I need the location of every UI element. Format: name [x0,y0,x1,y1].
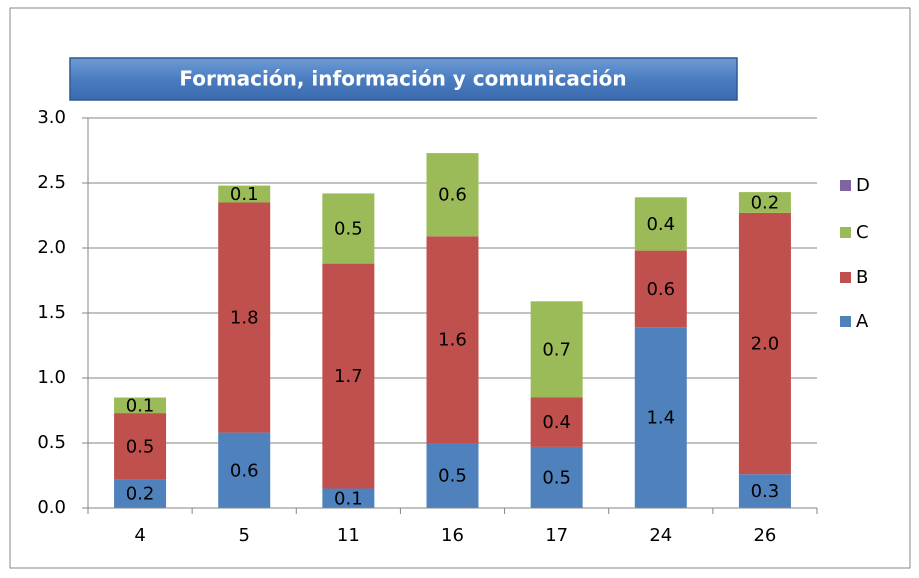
bar-segment [218,185,271,203]
y-tick-label: 0.5 [37,432,66,453]
x-tick-label: 4 [134,525,145,546]
legend-label: C [856,222,869,243]
bar-segment [322,193,375,264]
bar-segment [322,263,375,489]
y-tick-label: 2.5 [37,172,66,193]
bar-segment [738,212,791,475]
x-tick-label: 24 [649,525,672,546]
data-label: 0.6 [230,460,259,481]
bar-segment [114,397,167,414]
bar-segment [634,250,687,328]
data-label: 0.5 [126,436,155,457]
bar-segment [634,327,687,508]
x-tick-label: 17 [545,525,568,546]
data-label: 0.6 [646,279,675,300]
data-label: 0.1 [334,488,363,509]
bar-segment [426,236,479,443]
legend-label: B [856,267,868,288]
data-label: 1.6 [438,330,467,351]
legend-label: D [856,175,870,196]
data-label: 1.8 [230,308,259,329]
data-label: 0.7 [542,339,571,360]
y-tick-label: 3.0 [37,107,66,128]
x-tick-label: 11 [337,525,360,546]
data-label: 2.0 [751,334,780,355]
data-label: 0.5 [542,467,571,488]
legend-swatch [840,180,851,191]
chart-title: Formación, información y comunicación [179,67,626,91]
x-tick-label: 16 [441,525,464,546]
data-label: 0.2 [126,484,155,505]
legend-swatch [840,316,851,327]
data-label: 0.1 [230,184,259,205]
bar-segment [738,192,791,213]
data-label: 0.4 [542,412,571,433]
title-box [69,57,738,101]
data-label: 0.2 [751,193,780,214]
data-label: 0.6 [438,185,467,206]
bar-segment [426,153,479,237]
legend-swatch [840,227,851,238]
data-label: 0.3 [751,481,780,502]
data-label: 0.1 [126,395,155,416]
data-label: 0.5 [438,466,467,487]
x-tick-label: 5 [238,525,249,546]
bar-segment [426,443,479,508]
bar-segment [322,488,375,508]
x-tick-label: 26 [753,525,776,546]
bar-segment [634,197,687,251]
legend-label: A [856,311,869,332]
bar-segment [218,202,271,433]
data-label: 1.4 [646,408,675,429]
y-tick-label: 2.0 [37,237,66,258]
bar-segment [738,474,791,508]
bar-segment [114,413,167,480]
data-label: 1.7 [334,366,363,387]
bar-segment [530,446,583,508]
bar-segment [114,479,167,508]
bar-segment [530,301,583,398]
y-tick-label: 1.0 [37,367,66,388]
bar-segment [218,432,271,508]
data-label: 0.5 [334,219,363,240]
data-label: 0.4 [646,214,675,235]
y-tick-label: 1.5 [37,302,66,323]
y-tick-label: 0.0 [37,497,66,518]
legend-swatch [840,272,851,283]
bar-segment [530,397,583,447]
